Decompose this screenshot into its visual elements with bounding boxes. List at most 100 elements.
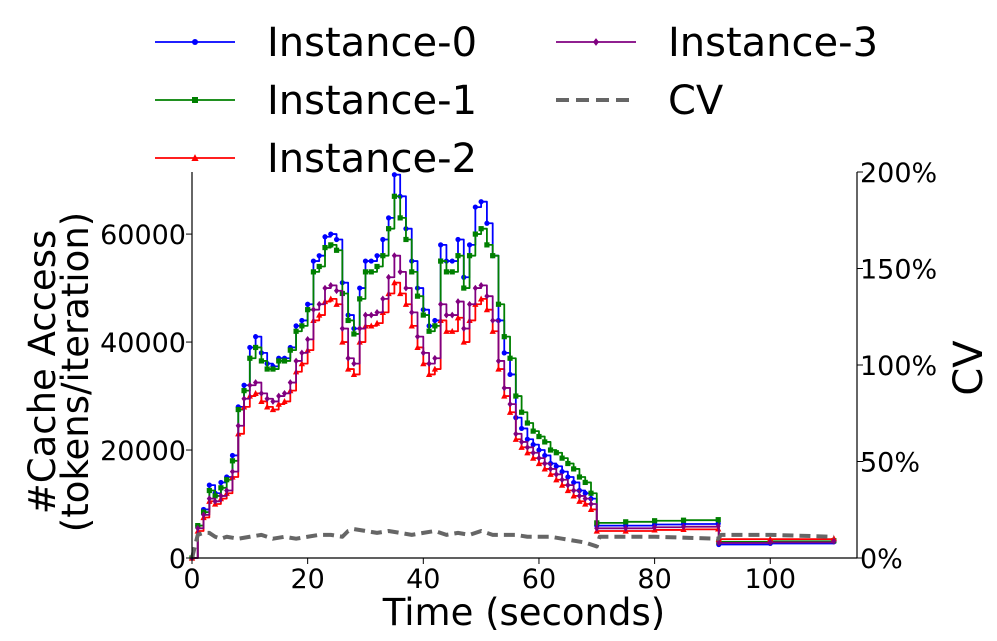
data-point (322, 234, 328, 240)
data-point (368, 269, 374, 275)
data-point (345, 354, 351, 362)
data-point (275, 400, 282, 407)
data-point (235, 422, 241, 430)
data-point (478, 295, 485, 302)
data-point (200, 511, 207, 519)
data-point (483, 306, 491, 313)
data-point (443, 311, 450, 319)
data-point (576, 474, 583, 480)
data-point (506, 408, 514, 415)
data-point (299, 349, 305, 357)
data-point (345, 365, 352, 372)
data-point (247, 381, 253, 389)
data-point (328, 231, 334, 237)
series-instance-2 (188, 279, 837, 561)
data-point (530, 449, 536, 457)
legend-marker (593, 38, 599, 46)
data-point (541, 465, 548, 472)
data-point (229, 458, 236, 464)
data-point (652, 523, 658, 531)
data-point (432, 323, 438, 329)
legend-item-instance-2: Instance-2 (155, 136, 477, 182)
data-point (380, 253, 386, 259)
data-point (767, 535, 774, 542)
data-point (380, 236, 386, 243)
data-point (235, 406, 241, 413)
data-point (449, 327, 456, 334)
data-point (472, 231, 478, 237)
data-point (530, 454, 537, 461)
data-point (414, 333, 421, 341)
data-point (716, 539, 722, 547)
data-point (310, 269, 317, 275)
data-point (328, 242, 334, 248)
data-point (403, 236, 409, 243)
legend-label: Instance-1 (267, 78, 477, 124)
data-point (351, 360, 357, 368)
y-tick-label: 40000 (100, 328, 186, 359)
series-line (192, 173, 835, 559)
data-point (582, 479, 588, 486)
data-point (391, 193, 397, 199)
data-point (558, 481, 566, 488)
data-point (588, 500, 594, 508)
data-point (276, 392, 282, 400)
legend-item-instance-1: Instance-1 (155, 78, 477, 124)
data-point (489, 327, 496, 334)
y-axis-label: #Cache Access (tokens/iteration) (21, 212, 97, 532)
data-point (831, 537, 837, 545)
data-point (362, 311, 369, 319)
data-point (460, 338, 467, 345)
data-point (293, 357, 299, 365)
data-point (408, 322, 415, 329)
y2-tick-label: 150% (860, 255, 937, 286)
data-point (455, 298, 461, 305)
data-point (570, 492, 577, 499)
data-point (571, 487, 577, 494)
y2-tick-label: 100% (860, 351, 937, 382)
data-point (623, 519, 629, 525)
data-point (461, 325, 467, 332)
data-point (715, 517, 721, 523)
data-point (206, 487, 212, 494)
data-point (623, 524, 629, 532)
data-point (571, 479, 577, 486)
data-point (559, 476, 565, 484)
data-point (466, 300, 473, 308)
legend-item-instance-0: Instance-0 (155, 20, 477, 66)
data-point (478, 199, 484, 205)
data-point (350, 371, 358, 378)
data-point (333, 287, 340, 295)
series-line (190, 527, 834, 559)
y-axis-label-line-1: #Cache Access (21, 230, 64, 515)
data-point (380, 295, 386, 303)
data-point (333, 247, 340, 253)
data-point (270, 398, 276, 405)
x-tick-label: 100 (744, 564, 796, 595)
y-tick-label: 0 (169, 544, 186, 575)
data-point (484, 292, 490, 300)
data-point (224, 477, 230, 483)
data-point (270, 366, 276, 372)
data-point (327, 295, 334, 302)
data-point (565, 481, 571, 489)
data-point (426, 328, 432, 334)
data-point (425, 371, 433, 378)
data-point (414, 293, 421, 299)
data-point (368, 311, 374, 319)
data-point (490, 253, 496, 259)
data-point (247, 344, 253, 351)
axes: 0 20 40 60 80 100 0 20000 40000 60000 0% 50% 100% 150… (100, 158, 937, 595)
data-point (298, 360, 305, 367)
data-point (357, 325, 363, 332)
series-instance-1 (189, 193, 837, 561)
data-point (524, 420, 530, 426)
data-point (339, 338, 346, 345)
data-point (576, 492, 583, 500)
data-point (715, 522, 721, 530)
data-point (305, 335, 311, 343)
data-point (409, 269, 415, 275)
data-point (339, 325, 345, 332)
data-point (322, 284, 328, 292)
data-point (542, 452, 548, 459)
